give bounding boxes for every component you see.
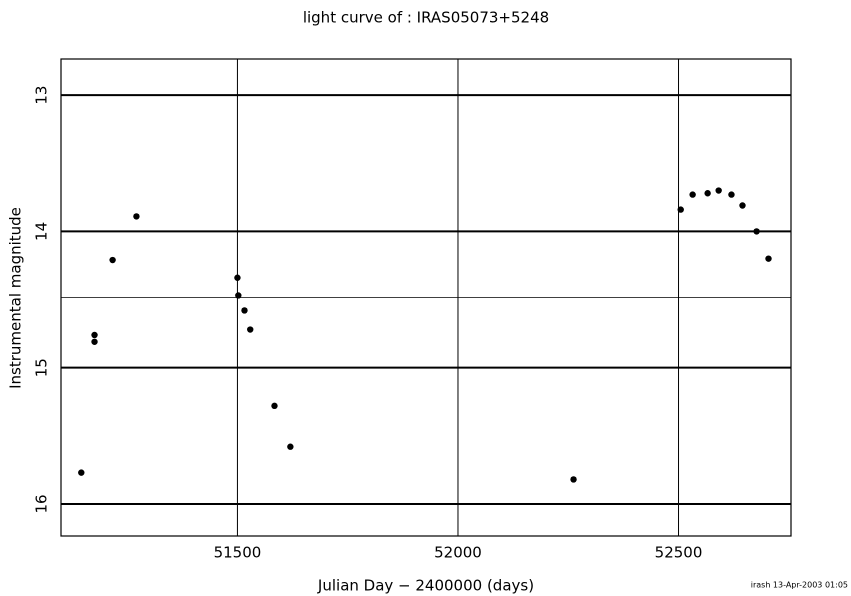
point [728,191,735,198]
y-tick-label: 15 [33,358,51,377]
point [234,274,241,281]
point [109,256,116,264]
y-tick-label: 16 [33,494,51,513]
point [739,202,746,209]
y-axis-label: Instrumental magnitude [7,207,25,389]
x-tick-label: 52000 [434,544,482,562]
point [287,443,294,450]
y-tick-label: 13 [33,86,51,105]
point [689,191,696,198]
x-tick-label: 51500 [214,544,262,562]
point [91,338,98,345]
point [235,292,242,299]
point [271,402,278,410]
point [715,187,722,194]
point [133,213,140,220]
point [247,326,254,333]
chart-title: light curve of : IRAS05073+5248 [303,9,549,27]
point [241,307,248,314]
point [753,228,760,235]
point [78,469,85,476]
point [677,206,684,213]
point [704,190,711,197]
x-tick-label: 52500 [655,544,703,562]
point [570,476,577,483]
y-tick-label: 14 [33,222,51,241]
x-axis-label: Julian Day − 2400000 (days) [317,577,534,595]
point [765,255,772,262]
footer: irash 13-Apr-2003 01:05 [751,581,848,590]
point [91,331,98,339]
